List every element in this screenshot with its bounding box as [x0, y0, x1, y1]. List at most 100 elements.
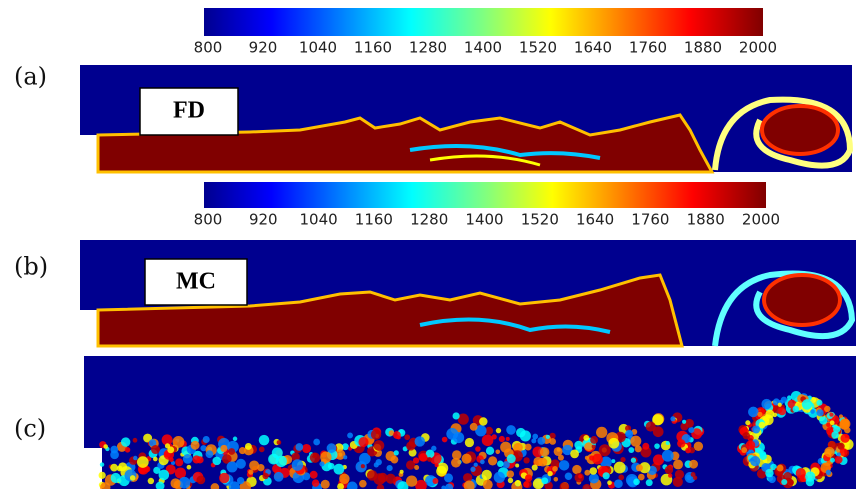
speckle	[533, 456, 543, 466]
colorbar-ticks: 800 920 1040 1160 1280 1400 1520 1640 1760 1880 20…	[194, 211, 780, 229]
speckle	[110, 472, 121, 484]
speckle	[765, 468, 774, 478]
speckle	[630, 457, 637, 463]
speckle	[481, 434, 494, 447]
speckle	[558, 460, 570, 471]
speckle	[531, 438, 537, 444]
speckle	[463, 473, 473, 483]
speckle	[360, 464, 365, 469]
speckle	[792, 405, 800, 413]
speckle	[833, 425, 841, 434]
speckle	[161, 434, 173, 446]
speckle	[524, 474, 533, 482]
speckle	[232, 436, 238, 442]
speckle	[412, 457, 420, 464]
speckle	[178, 476, 191, 489]
speckle	[174, 467, 187, 479]
speckle	[434, 463, 439, 468]
speckle	[144, 466, 151, 473]
speckle	[752, 425, 761, 434]
colorbar-tick-label: 1400	[465, 211, 503, 229]
speckle	[461, 453, 472, 464]
speckle	[523, 457, 530, 464]
speckle	[153, 466, 161, 474]
speckle	[170, 478, 181, 489]
speckle	[309, 470, 318, 479]
speckle	[745, 420, 751, 426]
speckle	[258, 434, 270, 446]
speckle	[236, 477, 245, 485]
speckle	[673, 459, 684, 470]
speckle	[343, 455, 348, 460]
speckle	[625, 425, 632, 432]
colorbar-tick-label: 1520	[519, 39, 557, 57]
speckle	[539, 447, 550, 457]
speckle	[311, 479, 320, 487]
speckle	[370, 429, 382, 440]
speckle	[424, 475, 437, 487]
speckle	[608, 437, 620, 449]
speckle	[147, 477, 155, 485]
speckle	[301, 443, 312, 454]
speckle	[481, 469, 492, 481]
speckle	[129, 475, 136, 481]
speckle	[836, 452, 841, 457]
speckle	[196, 475, 206, 485]
speckle	[99, 462, 105, 467]
speckle	[686, 474, 692, 481]
colorbar-tick-label: 1760	[629, 39, 667, 57]
speckle	[506, 470, 515, 478]
speckle	[639, 462, 651, 474]
speckle	[598, 444, 611, 457]
speckle	[327, 462, 335, 470]
speckle	[688, 426, 695, 434]
speckle	[537, 436, 546, 445]
speckle	[309, 452, 321, 463]
speckle	[677, 439, 686, 448]
speckle	[313, 438, 321, 446]
speckle	[584, 455, 589, 460]
speckle	[172, 436, 185, 448]
speckle	[275, 455, 287, 467]
speckle	[590, 436, 599, 444]
speckle	[635, 464, 643, 472]
speckle	[487, 456, 498, 466]
colorbar-tick-label: 920	[249, 39, 278, 57]
speckle	[840, 433, 850, 443]
speckle	[840, 418, 850, 428]
speckle	[829, 412, 834, 417]
speckle	[628, 447, 635, 453]
speckle	[480, 459, 485, 465]
speckle	[491, 434, 497, 440]
speckle	[210, 483, 220, 489]
speckle	[235, 458, 246, 469]
speckle	[143, 433, 153, 443]
speckle	[810, 409, 815, 414]
speckle	[741, 447, 748, 453]
field-c	[84, 356, 856, 489]
speckle	[132, 437, 138, 443]
speckle	[452, 412, 460, 420]
speckle	[493, 471, 506, 484]
speckle	[607, 480, 612, 486]
colorbar-tick-label: 1040	[299, 39, 337, 57]
panel-label: (c)	[14, 415, 46, 443]
speckle	[654, 443, 660, 449]
speckle	[388, 430, 395, 436]
speckle	[759, 452, 767, 461]
speckle	[341, 443, 349, 451]
speckle	[645, 421, 656, 432]
speckle	[444, 473, 454, 483]
field-b: MC	[80, 240, 856, 348]
speckle	[451, 450, 462, 460]
speckle	[397, 481, 409, 489]
speckle	[547, 470, 553, 477]
colorbar-ticks: 800 920 1040 1160 1280 1400 1520 1640 1760 1880 20…	[194, 39, 777, 57]
speckle	[406, 460, 416, 470]
colorbar-tick-label: 1520	[521, 211, 559, 229]
speckle	[302, 472, 311, 481]
speckle	[385, 473, 396, 484]
speckle	[816, 409, 824, 417]
speckle	[559, 482, 570, 489]
